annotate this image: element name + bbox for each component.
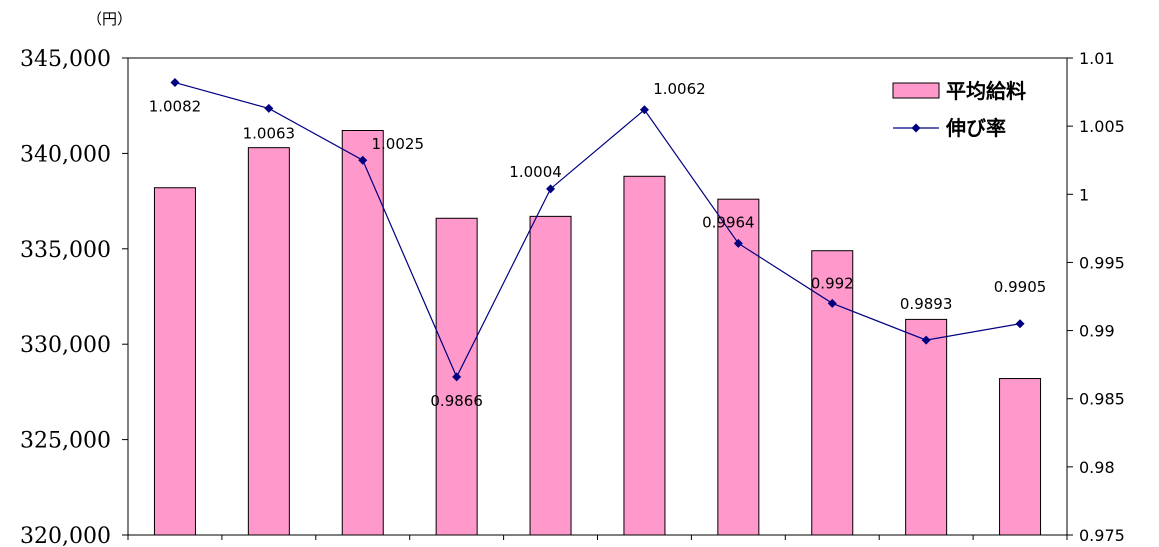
- left-tick-label: 345,000: [20, 47, 111, 72]
- bars: [153, 130, 1042, 536]
- data-label: 1.0063: [243, 124, 296, 142]
- growth-point: [264, 103, 274, 113]
- growth-point: [1015, 319, 1025, 329]
- growth-line: [170, 78, 1025, 382]
- left-tick-label: 335,000: [20, 238, 111, 263]
- right-tick-label: 0.985: [1079, 390, 1125, 409]
- data-label: 1.0025: [372, 135, 425, 153]
- data-label: 1.0004: [509, 163, 562, 181]
- legend-label-bar: 平均給料: [946, 79, 1026, 103]
- left-tick-label: 320,000: [20, 524, 111, 547]
- right-tick-label: 0.98: [1079, 458, 1115, 477]
- bar: [623, 175, 666, 536]
- left-tick-label: 325,000: [20, 429, 111, 454]
- data-label: 0.9866: [430, 392, 483, 410]
- growth-series-line: [174, 81, 1021, 379]
- growth-point: [452, 372, 462, 382]
- data-label: 1.0082: [149, 98, 202, 116]
- data-label: 0.9964: [702, 213, 755, 231]
- left-tick-label: 340,000: [20, 142, 111, 167]
- bar: [341, 130, 384, 536]
- data-label: 0.9893: [900, 295, 953, 313]
- bar: [717, 198, 760, 536]
- right-tick-label: 0.995: [1079, 253, 1125, 272]
- legend-label-line: 伸び率: [945, 116, 1006, 140]
- legend-bar-swatch: [892, 82, 940, 99]
- growth-point: [546, 184, 556, 194]
- data-label: 0.9905: [994, 278, 1047, 296]
- bar: [905, 318, 948, 536]
- data-label: 0.992: [811, 274, 854, 292]
- bar: [999, 378, 1042, 536]
- growth-point: [639, 105, 649, 115]
- bar: [529, 215, 572, 536]
- left-axis-unit-label: （円）: [87, 10, 132, 28]
- bar: [811, 250, 854, 536]
- right-tick-label: 0.99: [1079, 322, 1115, 341]
- bar: [153, 187, 196, 536]
- growth-point: [733, 238, 743, 248]
- data-label: 1.0062: [653, 80, 706, 98]
- right-tick-label: 0.975: [1079, 526, 1125, 545]
- right-tick-label: 1: [1079, 185, 1089, 204]
- growth-point: [827, 298, 837, 308]
- growth-point: [921, 335, 931, 345]
- data-labels: 1.0082 1.0063 1.0025 0.9866 1.0004 1.0062 0.99…: [149, 80, 1047, 410]
- right-tick-label: 1.01: [1079, 49, 1115, 68]
- growth-point: [358, 155, 368, 165]
- right-tick-label: 1.005: [1079, 117, 1125, 136]
- legend-line-marker: [911, 123, 921, 133]
- growth-point: [170, 78, 180, 88]
- axes: （円） 320,000 325,000 330,000 335,000 340,000 34…: [20, 10, 1125, 547]
- bar: [247, 147, 290, 536]
- left-tick-label: 330,000: [20, 333, 111, 358]
